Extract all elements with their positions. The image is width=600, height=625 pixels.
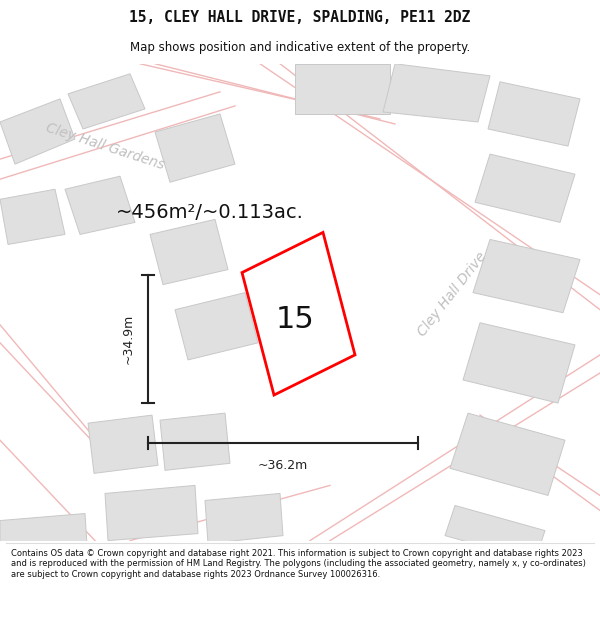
Polygon shape — [488, 82, 580, 146]
Text: ~36.2m: ~36.2m — [258, 459, 308, 472]
Polygon shape — [0, 514, 88, 561]
Polygon shape — [463, 322, 575, 403]
Polygon shape — [155, 114, 235, 182]
Polygon shape — [205, 494, 283, 544]
Text: 15: 15 — [275, 305, 314, 334]
Text: Contains OS data © Crown copyright and database right 2021. This information is : Contains OS data © Crown copyright and d… — [11, 549, 586, 579]
Text: Cley Hall Drive: Cley Hall Drive — [415, 250, 489, 339]
Polygon shape — [68, 74, 145, 129]
Polygon shape — [150, 219, 228, 284]
Polygon shape — [105, 486, 198, 541]
Polygon shape — [473, 239, 580, 312]
Text: Cley Hall Gardens: Cley Hall Gardens — [44, 120, 166, 172]
Polygon shape — [383, 64, 490, 122]
Text: Map shows position and indicative extent of the property.: Map shows position and indicative extent… — [130, 41, 470, 54]
Polygon shape — [475, 154, 575, 222]
Polygon shape — [160, 413, 230, 471]
Polygon shape — [445, 506, 545, 561]
Text: 15, CLEY HALL DRIVE, SPALDING, PE11 2DZ: 15, CLEY HALL DRIVE, SPALDING, PE11 2DZ — [130, 11, 470, 26]
Polygon shape — [0, 189, 65, 244]
Text: ~456m²/~0.113ac.: ~456m²/~0.113ac. — [116, 203, 304, 222]
Polygon shape — [65, 176, 135, 234]
Text: ~34.9m: ~34.9m — [121, 314, 134, 364]
Polygon shape — [450, 413, 565, 496]
Polygon shape — [0, 99, 75, 164]
Polygon shape — [88, 415, 158, 473]
Polygon shape — [295, 64, 390, 114]
Polygon shape — [175, 292, 258, 360]
